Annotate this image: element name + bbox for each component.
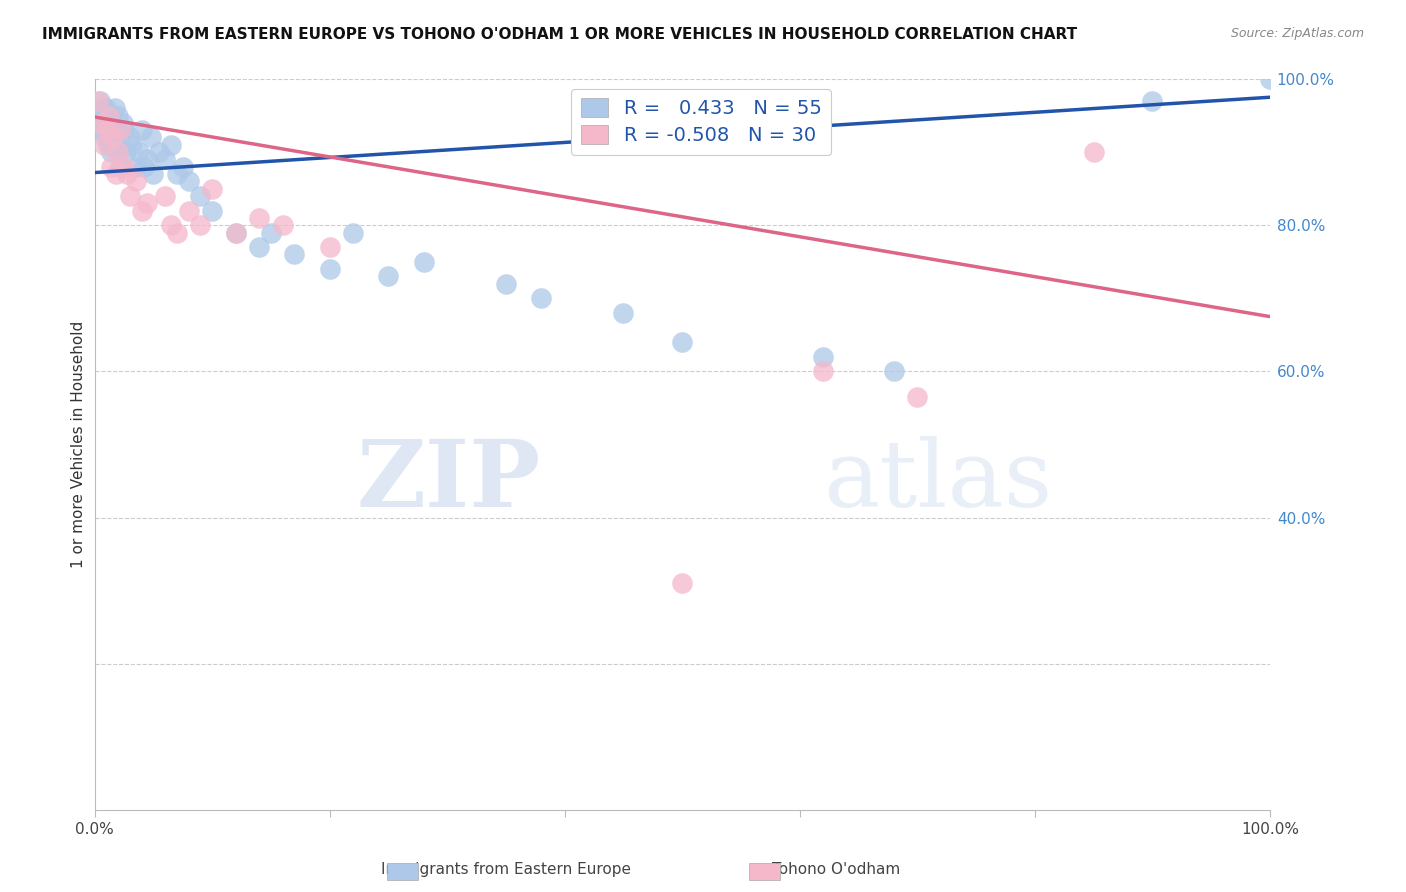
Point (104, 137, 127, 152)
Point (188, 218, 211, 232)
Point (495, 277, 517, 291)
Text: Tohono O'odham: Tohono O'odham (772, 863, 901, 877)
Point (671, 576, 693, 591)
Point (96, 101, 118, 115)
Point (115, 145, 138, 160)
Point (110, 160, 132, 174)
Point (160, 218, 183, 232)
Point (91, 101, 114, 115)
Point (125, 160, 148, 174)
Point (108, 145, 131, 160)
Point (98, 109, 121, 123)
Point (166, 167, 188, 181)
Legend: R =   0.433   N = 55, R = -0.508   N = 30: R = 0.433 N = 55, R = -0.508 N = 30 (571, 88, 831, 155)
Point (201, 181, 224, 195)
Point (131, 123, 153, 137)
Point (153, 153, 176, 167)
Point (118, 130, 141, 145)
Point (107, 145, 129, 160)
Point (139, 130, 162, 145)
Point (136, 153, 159, 167)
Point (225, 226, 247, 240)
Point (412, 254, 434, 268)
Point (112, 123, 135, 137)
Point (905, 390, 928, 404)
Point (96, 137, 118, 152)
Point (148, 145, 170, 160)
Point (1083, 145, 1105, 160)
Text: ZIP: ZIP (357, 436, 541, 526)
Point (177, 203, 200, 218)
Point (96, 123, 118, 137)
Point (118, 189, 141, 203)
Point (105, 123, 128, 137)
Point (671, 335, 693, 350)
Point (128, 145, 150, 160)
Point (90, 123, 112, 137)
Point (271, 218, 294, 232)
Point (132, 160, 155, 174)
Point (160, 137, 183, 152)
Point (97, 123, 120, 137)
Text: atlas: atlas (824, 436, 1053, 526)
Point (813, 350, 835, 364)
Point (813, 364, 835, 378)
Point (260, 226, 283, 240)
Text: Immigrants from Eastern Europe: Immigrants from Eastern Europe (381, 863, 631, 877)
Point (110, 123, 132, 137)
Point (121, 137, 143, 152)
Point (142, 167, 165, 181)
Point (104, 167, 127, 181)
Point (612, 306, 634, 320)
Point (103, 101, 125, 115)
Point (87, 94, 110, 108)
Point (318, 240, 340, 254)
Point (101, 116, 124, 130)
Point (318, 262, 340, 277)
Text: Source: ZipAtlas.com: Source: ZipAtlas.com (1230, 27, 1364, 40)
Point (87, 109, 110, 123)
Point (107, 109, 129, 123)
Point (136, 196, 159, 211)
Point (153, 189, 176, 203)
Point (883, 364, 905, 378)
Point (112, 160, 135, 174)
Point (283, 247, 305, 261)
Point (111, 116, 134, 130)
Point (1258, 72, 1281, 87)
Point (100, 145, 122, 160)
Y-axis label: 1 or more Vehicles in Household: 1 or more Vehicles in Household (72, 321, 86, 568)
Point (247, 211, 270, 225)
Point (117, 167, 139, 181)
Point (100, 160, 122, 174)
Point (90, 116, 112, 130)
Point (172, 160, 194, 174)
Point (1142, 94, 1164, 108)
Point (166, 226, 188, 240)
Point (94, 130, 117, 145)
Point (93, 137, 115, 152)
Point (93, 116, 115, 130)
Point (530, 291, 553, 305)
Point (247, 240, 270, 254)
Point (188, 189, 211, 203)
Point (177, 174, 200, 188)
Text: IMMIGRANTS FROM EASTERN EUROPE VS TOHONO O'ODHAM 1 OR MORE VEHICLES IN HOUSEHOLD: IMMIGRANTS FROM EASTERN EUROPE VS TOHONO… (42, 27, 1077, 42)
Point (97, 109, 120, 123)
Point (342, 226, 364, 240)
Point (377, 269, 399, 284)
Point (201, 203, 224, 218)
Point (103, 130, 125, 145)
Point (131, 203, 153, 218)
Point (103, 130, 125, 145)
Point (89, 94, 111, 108)
Point (125, 174, 148, 188)
Point (225, 226, 247, 240)
